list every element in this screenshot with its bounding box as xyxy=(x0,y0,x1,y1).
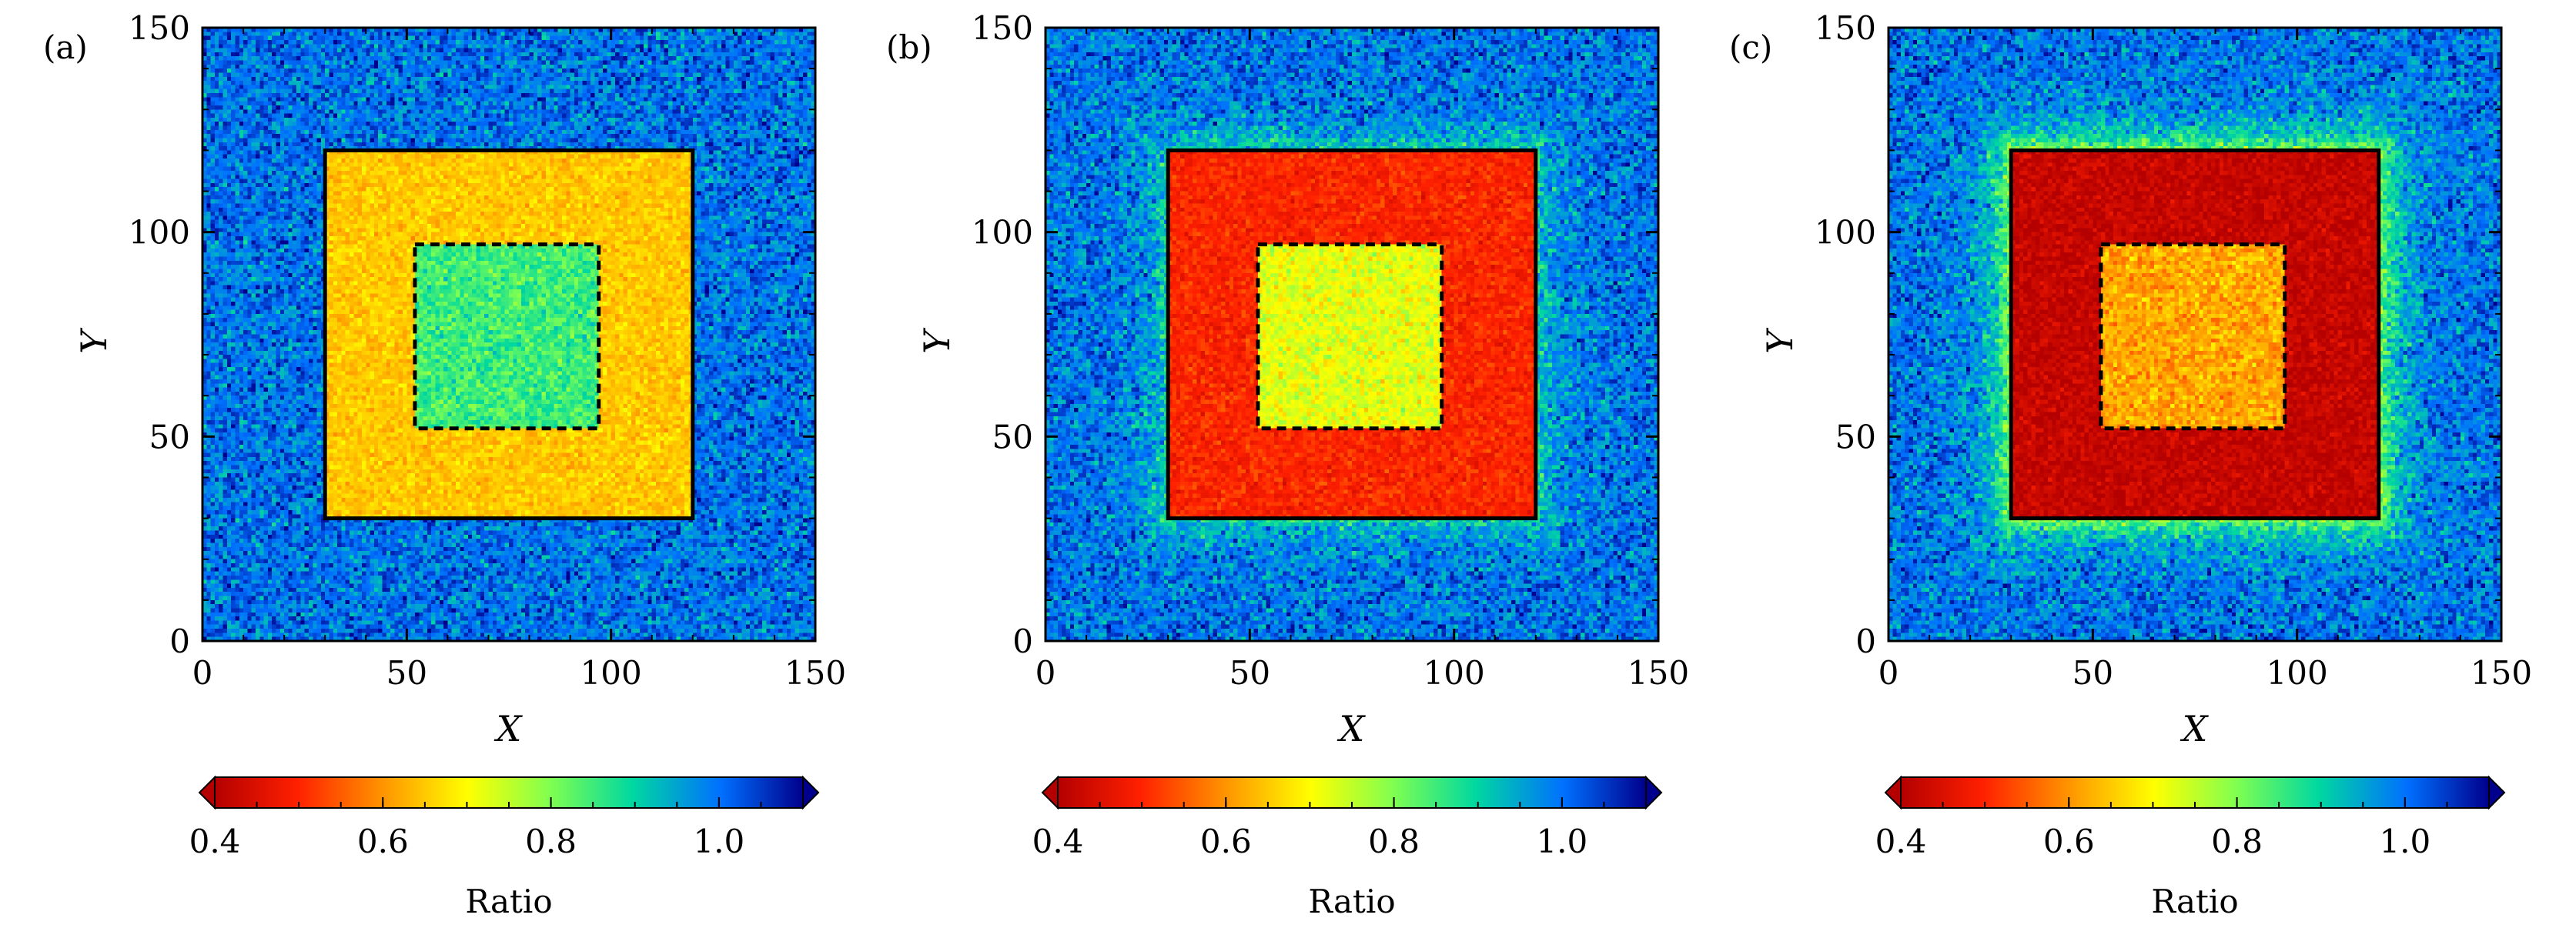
x-tick-label: 100 xyxy=(580,654,642,692)
y-tick-label: 0 xyxy=(1855,623,1876,660)
y-tick-label: 50 xyxy=(992,418,1033,456)
plot-frame xyxy=(201,26,817,643)
x-tick-label: 50 xyxy=(2073,654,2113,692)
x-tick-label: 50 xyxy=(386,654,427,692)
y-tick-label: 100 xyxy=(129,214,190,252)
panel-label: (c) xyxy=(1729,28,1772,66)
outer-square-border xyxy=(323,148,695,521)
panel-1: 0 50 100 150 0 50 100 150 X Y (a) 0.4 0.6 0.8 1.0 Ratio xyxy=(43,9,846,920)
panel-2: 0 50 100 150 0 50 100 150 X Y (b) 0.4 0.6 0.8 1.0 Ratio xyxy=(886,9,1689,920)
colorbar-extend-high xyxy=(1645,775,1663,810)
x-tick-label: 100 xyxy=(1423,654,1485,692)
colorbar-extend-low xyxy=(1041,775,1059,810)
x-tick-label: 100 xyxy=(2267,654,2328,692)
plot-frame xyxy=(1887,26,2503,643)
x-tick-label: 150 xyxy=(1628,654,1689,692)
y-tick-label: 100 xyxy=(1815,214,1876,252)
colorbar-tick-label: 0.6 xyxy=(1200,823,1252,860)
heatmap-image xyxy=(202,28,815,641)
colorbar: 0.4 0.6 0.8 1.0 Ratio xyxy=(189,775,820,920)
colorbar-label: Ratio xyxy=(2151,883,2238,920)
x-tick-label: 150 xyxy=(2471,654,2532,692)
panel-3: 0 50 100 150 0 50 100 150 X Y (c) 0.4 0.6 0.8 1.0 Ratio xyxy=(1729,9,2532,920)
colorbar-tick-label: 0.6 xyxy=(2043,823,2095,860)
y-tick-label: 100 xyxy=(972,214,1033,252)
colorbar-tick-label: 1.0 xyxy=(1536,823,1587,860)
y-tick-label: 0 xyxy=(1012,623,1033,660)
colorbar-label: Ratio xyxy=(1308,883,1395,920)
x-tick-label: 150 xyxy=(785,654,846,692)
colorbar-tick-label: 0.4 xyxy=(1032,823,1084,860)
y-tick-label: 0 xyxy=(169,623,190,660)
colorbar-extend-low xyxy=(1884,775,1902,810)
outer-square-border xyxy=(1166,148,1538,521)
y-tick-label: 150 xyxy=(972,9,1033,47)
outer-square-border xyxy=(2009,148,2381,521)
colorbar-tick-label: 1.0 xyxy=(693,823,744,860)
x-tick-label: 50 xyxy=(1229,654,1270,692)
x-axis-label: X xyxy=(2180,708,2210,749)
panel-label: (b) xyxy=(886,28,932,66)
heatmap-image xyxy=(1889,28,2501,641)
colorbar-extend-high xyxy=(802,775,820,810)
x-axis-label: X xyxy=(494,708,524,749)
colorbar-tick-label: 1.0 xyxy=(2379,823,2430,860)
heatmap-image xyxy=(1045,28,1658,641)
colorbar-label: Ratio xyxy=(465,883,552,920)
x-tick-label: 0 xyxy=(1878,654,1899,692)
colorbar-tick-label: 0.6 xyxy=(357,823,409,860)
colorbar-tick-label: 0.4 xyxy=(189,823,241,860)
colorbar-tick-label: 0.8 xyxy=(525,823,577,860)
y-tick-label: 150 xyxy=(1815,9,1876,47)
y-axis-label: Y xyxy=(916,327,958,354)
colorbar-tick-label: 0.8 xyxy=(2211,823,2263,860)
x-axis-label: X xyxy=(1337,708,1367,749)
x-tick-label: 0 xyxy=(192,654,213,692)
panel-label: (a) xyxy=(43,28,88,66)
plot-frame xyxy=(1044,26,1660,643)
colorbar: 0.4 0.6 0.8 1.0 Ratio xyxy=(1875,775,2506,920)
colorbar-extend-high xyxy=(2488,775,2506,810)
y-axis-label: Y xyxy=(1759,327,1801,354)
y-tick-label: 150 xyxy=(129,9,190,47)
y-tick-label: 50 xyxy=(1835,418,1876,456)
y-axis-label: Y xyxy=(73,327,115,354)
colorbar-extend-low xyxy=(198,775,216,810)
colorbar-tick-label: 0.4 xyxy=(1875,823,1927,860)
x-tick-label: 0 xyxy=(1035,654,1056,692)
colorbar-tick-label: 0.8 xyxy=(1368,823,1420,860)
colorbar: 0.4 0.6 0.8 1.0 Ratio xyxy=(1032,775,1663,920)
y-tick-label: 50 xyxy=(149,418,190,456)
